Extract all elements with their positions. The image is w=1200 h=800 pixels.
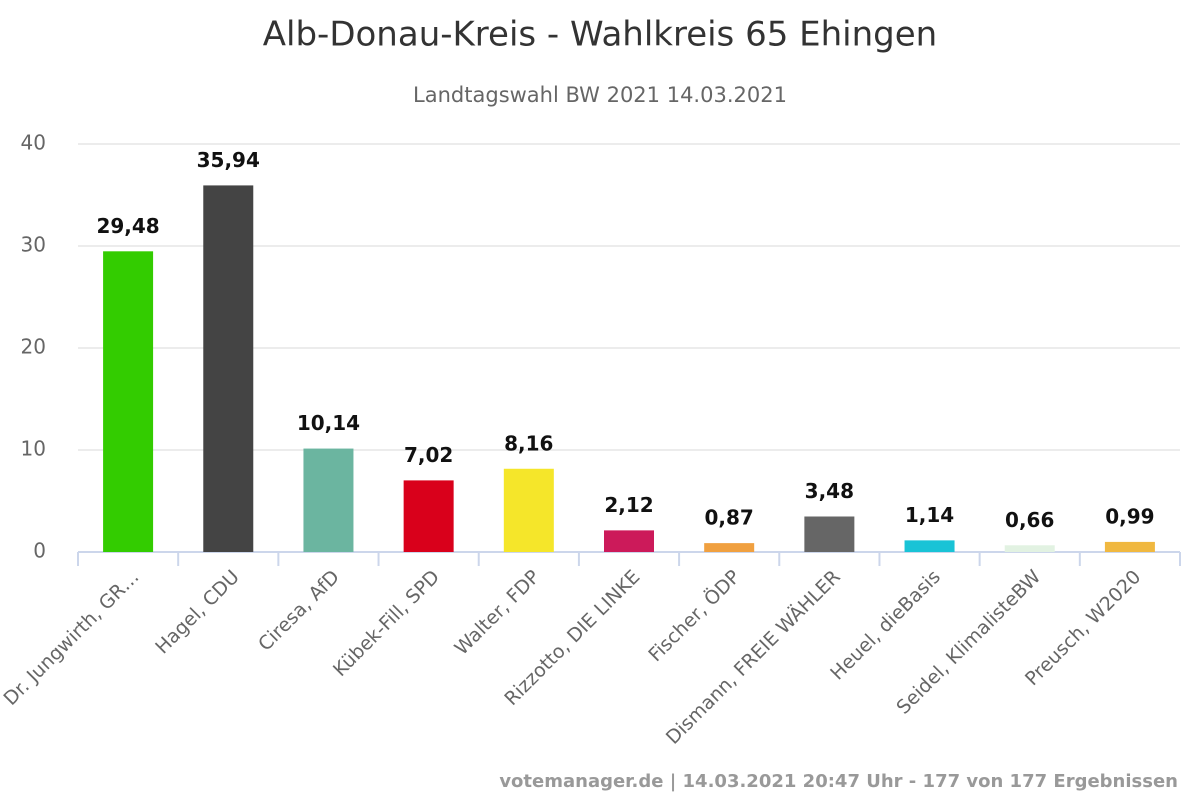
x-tick-label: Kübek-Fill, SPD (329, 566, 444, 681)
data-label: 8,16 (504, 431, 553, 455)
data-label: 10,14 (297, 411, 360, 435)
x-tick-label: Dr. Jungwirth, GR… (0, 566, 144, 710)
bar (203, 185, 254, 553)
bar (804, 516, 855, 552)
bar (704, 543, 755, 552)
data-label: 7,02 (404, 443, 453, 467)
data-label: 1,14 (905, 503, 954, 527)
data-label: 0,99 (1105, 504, 1154, 528)
x-tick-label: Hagel, CDU (151, 566, 244, 659)
footer: votemanager.de | 14.03.2021 20:47 Uhr - … (499, 771, 1178, 792)
x-tick-label: Fischer, ÖDP (644, 565, 745, 666)
bar (503, 468, 554, 552)
y-tick-label: 30 (21, 233, 46, 257)
bar (303, 448, 354, 552)
data-label: 0,66 (1005, 508, 1054, 532)
bar (1104, 541, 1155, 552)
y-tick-label: 10 (21, 437, 46, 461)
bar (904, 540, 955, 552)
x-tick-label: Heuel, dieBasis (826, 566, 945, 685)
data-label: 3,48 (805, 479, 854, 503)
bar (403, 480, 454, 552)
data-label: 2,12 (604, 493, 653, 517)
data-label: 35,94 (197, 148, 260, 172)
x-tick-label: Walter, FDP (451, 566, 545, 660)
x-tick-label: Dismann, FREIE WÄHLER (661, 565, 845, 749)
data-label: 29,48 (96, 214, 159, 238)
bar (604, 530, 654, 552)
y-tick-label: 40 (21, 131, 46, 155)
bar (103, 251, 154, 552)
x-tick-label: Ciresa, AfD (254, 566, 344, 656)
bar (1004, 545, 1055, 552)
chart-subtitle: Landtagswahl BW 2021 14.03.2021 (413, 83, 787, 107)
y-tick-label: 0 (33, 539, 46, 563)
chart-title: Alb-Donau-Kreis - Wahlkreis 65 Ehingen (263, 15, 937, 55)
data-label: 0,87 (705, 506, 754, 530)
y-tick-label: 20 (21, 335, 46, 359)
